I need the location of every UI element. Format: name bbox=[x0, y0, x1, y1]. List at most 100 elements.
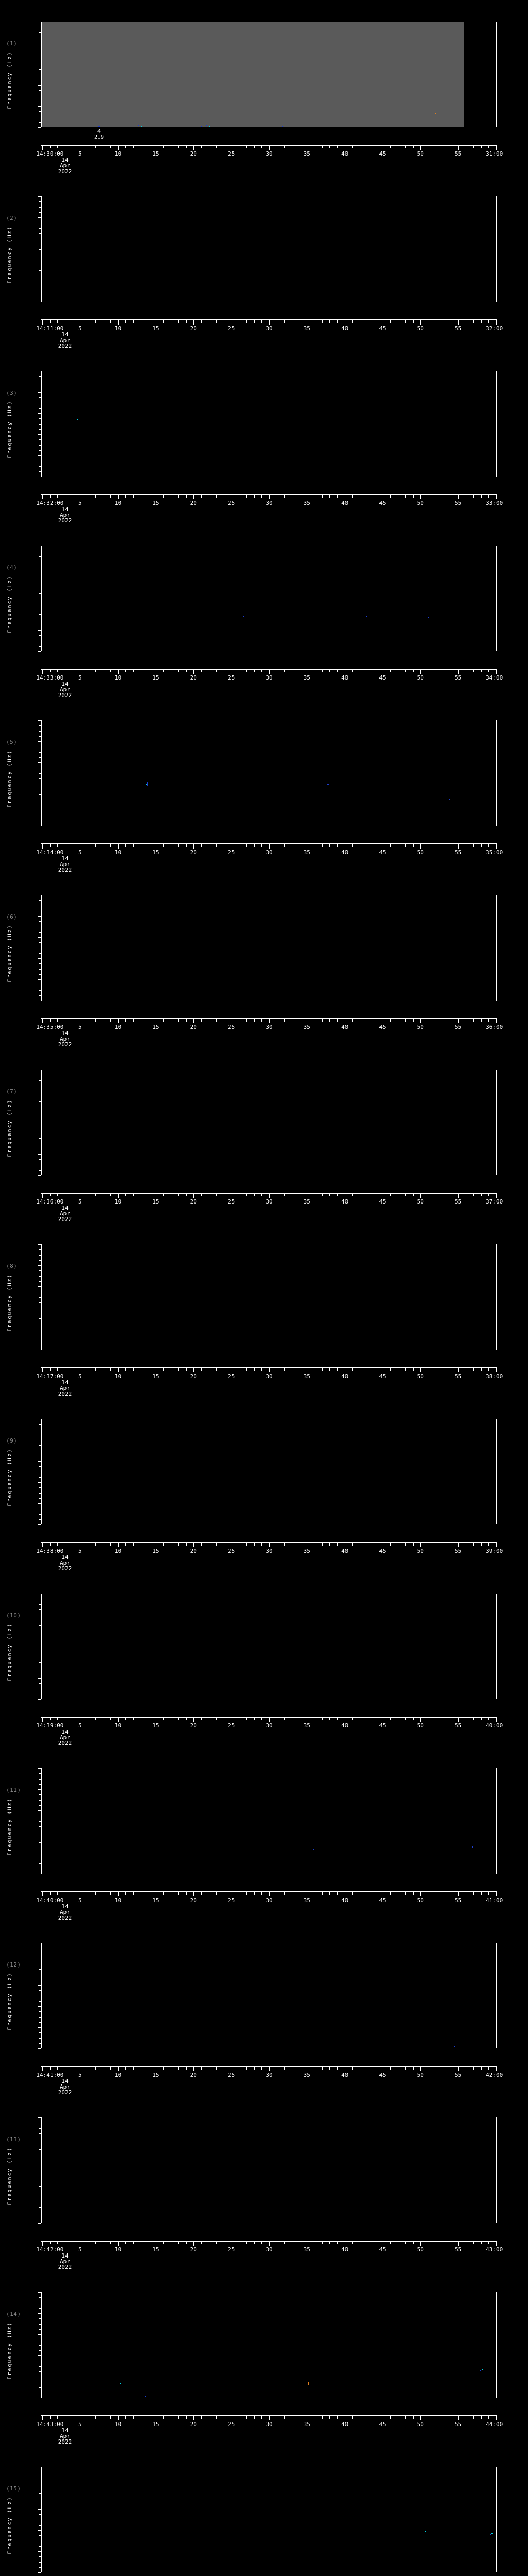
y-tick bbox=[39, 1683, 41, 1684]
time-tick bbox=[246, 1718, 247, 1720]
time-tick-label: 30 bbox=[266, 325, 273, 332]
time-tick bbox=[458, 670, 459, 674]
detection-mark bbox=[242, 616, 244, 618]
time-tick bbox=[390, 320, 391, 323]
time-tick bbox=[405, 320, 406, 323]
time-tick bbox=[254, 1019, 255, 1022]
date-stamp-line: 2022 bbox=[58, 1391, 72, 1397]
time-tick bbox=[50, 1543, 51, 1546]
time-tick bbox=[110, 1543, 111, 1546]
time-tick bbox=[178, 1019, 179, 1022]
time-tick bbox=[186, 2416, 187, 2419]
date-stamp: 14 Apr 2022 bbox=[50, 1380, 80, 1397]
time-tick bbox=[329, 1194, 331, 1196]
y-tick bbox=[39, 2329, 41, 2330]
time-tick bbox=[133, 1543, 134, 1546]
time-tick-label: 45 bbox=[379, 325, 386, 332]
time-tick-label: 20 bbox=[190, 2246, 197, 2253]
time-tick bbox=[201, 2416, 202, 2419]
plot-frame: 02004006008001000 bbox=[38, 895, 497, 1001]
time-tick bbox=[329, 844, 331, 847]
time-tick bbox=[473, 670, 474, 672]
time-tick-label: 30 bbox=[266, 2072, 273, 2078]
y-tick bbox=[39, 1842, 41, 1843]
detection-mark bbox=[326, 784, 329, 785]
time-tick-label: 20 bbox=[190, 674, 197, 681]
date-stamp-line: 2022 bbox=[58, 692, 72, 699]
time-tick bbox=[95, 1892, 96, 1895]
y-tick bbox=[38, 720, 41, 721]
time-tick bbox=[57, 495, 58, 498]
y-tick bbox=[39, 439, 41, 440]
date-stamp-line: 14 bbox=[61, 2427, 69, 2434]
time-tick bbox=[186, 844, 187, 847]
time-tick bbox=[246, 1019, 247, 1022]
detection-mark bbox=[453, 2046, 455, 2047]
time-tick bbox=[473, 1368, 474, 1371]
y-tick bbox=[39, 408, 41, 409]
y-axis-label: Frequency (Hz) bbox=[7, 750, 13, 808]
y-axis-spine-left bbox=[41, 2117, 42, 2223]
detection-mark bbox=[366, 616, 367, 617]
time-tick bbox=[110, 2067, 111, 2070]
y-tick bbox=[39, 1466, 41, 1467]
time-tick bbox=[42, 2416, 43, 2420]
time-tick-label: 55 bbox=[455, 1024, 462, 1030]
panel-index-label: (9) bbox=[6, 1437, 18, 1444]
panel-index-label: (7) bbox=[6, 1088, 18, 1095]
y-tick bbox=[39, 201, 41, 202]
time-tick bbox=[246, 146, 247, 148]
time-tick-label: 55 bbox=[455, 1373, 462, 1380]
time-tick bbox=[352, 1543, 353, 1546]
y-axis-spine-left bbox=[41, 895, 42, 1001]
time-tick bbox=[57, 2242, 58, 2244]
y-axis-spine-left bbox=[41, 371, 42, 477]
time-tick bbox=[95, 670, 96, 672]
y-tick bbox=[39, 725, 41, 726]
time-tick bbox=[163, 844, 164, 847]
time-tick bbox=[269, 2416, 270, 2420]
time-tick bbox=[329, 146, 331, 148]
time-tick bbox=[163, 495, 164, 498]
time-tick bbox=[95, 1543, 96, 1546]
time-tick bbox=[496, 146, 497, 150]
time-tick bbox=[50, 146, 51, 148]
time-tick bbox=[50, 1019, 51, 1022]
time-tick bbox=[352, 495, 353, 498]
y-axis-spine-right bbox=[496, 2292, 497, 2398]
time-tick bbox=[261, 146, 262, 148]
time-tick bbox=[118, 1718, 119, 1722]
y-axis-spine-left bbox=[41, 546, 42, 651]
time-tick bbox=[186, 2067, 187, 2070]
time-tick bbox=[125, 495, 126, 498]
time-axis: 14:40:00 5 10 15 20 25 30 35 40 45 50 55 41:00 bbox=[36, 1891, 503, 1904]
time-tick bbox=[110, 146, 111, 148]
time-tick bbox=[216, 1718, 217, 1720]
time-tick bbox=[496, 1368, 497, 1372]
time-tick bbox=[352, 1368, 353, 1371]
y-tick bbox=[39, 2371, 41, 2372]
time-tick bbox=[118, 1368, 119, 1372]
time-tick bbox=[405, 1019, 406, 1022]
y-tick bbox=[38, 2048, 41, 2049]
time-tick bbox=[193, 1718, 194, 1722]
detection-mark bbox=[200, 125, 202, 127]
time-tick bbox=[412, 1543, 414, 1546]
y-tick bbox=[39, 249, 41, 250]
time-tick bbox=[50, 1368, 51, 1371]
y-tick bbox=[38, 741, 41, 742]
time-tick bbox=[352, 1194, 353, 1196]
time-tick bbox=[458, 1718, 459, 1722]
time-tick bbox=[481, 1368, 482, 1371]
time-tick bbox=[42, 146, 43, 150]
y-tick bbox=[38, 958, 41, 959]
date-stamp-line: 14 bbox=[61, 1728, 69, 1735]
time-tick bbox=[42, 2242, 43, 2246]
y-tick bbox=[39, 2297, 41, 2298]
time-tick bbox=[322, 1194, 323, 1196]
panel-index-label: (15) bbox=[6, 2485, 21, 2492]
time-tick bbox=[352, 320, 353, 323]
time-tick bbox=[412, 1368, 414, 1371]
spectrogram-panel: (13) Frequency (Hz) 02004006008001000 14:42… bbox=[0, 2096, 528, 2270]
time-tick bbox=[186, 1194, 187, 1196]
